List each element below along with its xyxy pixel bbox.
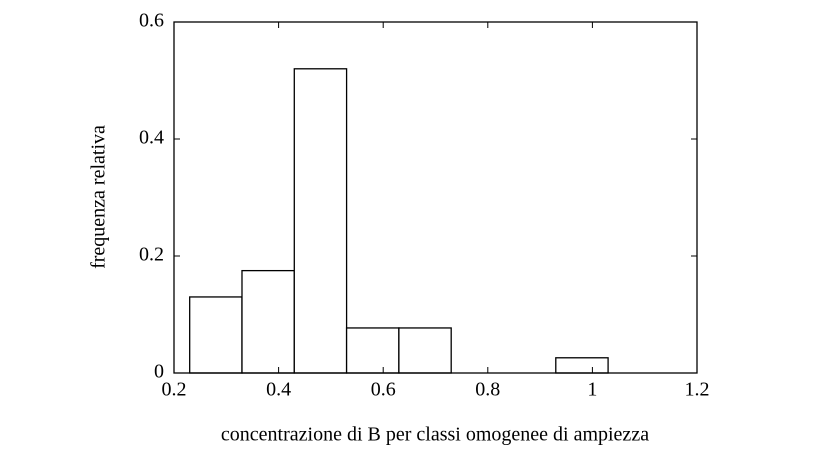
x-tick-label: 1 xyxy=(587,379,597,401)
bar xyxy=(241,269,295,374)
bar xyxy=(189,296,243,374)
bar xyxy=(345,327,400,374)
bar xyxy=(555,357,609,374)
bar xyxy=(398,327,452,374)
x-tick-label: 0.8 xyxy=(475,379,500,401)
y-tick-label: 0.6 xyxy=(139,10,164,32)
y-axis-label: frequenza relativa xyxy=(88,125,110,269)
bar xyxy=(293,68,348,374)
y-tick-label: 0.4 xyxy=(139,127,164,149)
y-tick-label: 0 xyxy=(154,361,164,383)
x-tick-label: 1.2 xyxy=(685,379,710,401)
plot-frame xyxy=(173,21,698,374)
y-tick-label: 0.2 xyxy=(139,244,164,266)
x-axis-label: concentrazione di B per classi omogenee … xyxy=(221,424,649,446)
x-tick-label: 0.4 xyxy=(266,379,291,401)
x-tick-label: 0.6 xyxy=(371,379,396,401)
x-tick-label: 0.2 xyxy=(162,379,187,401)
